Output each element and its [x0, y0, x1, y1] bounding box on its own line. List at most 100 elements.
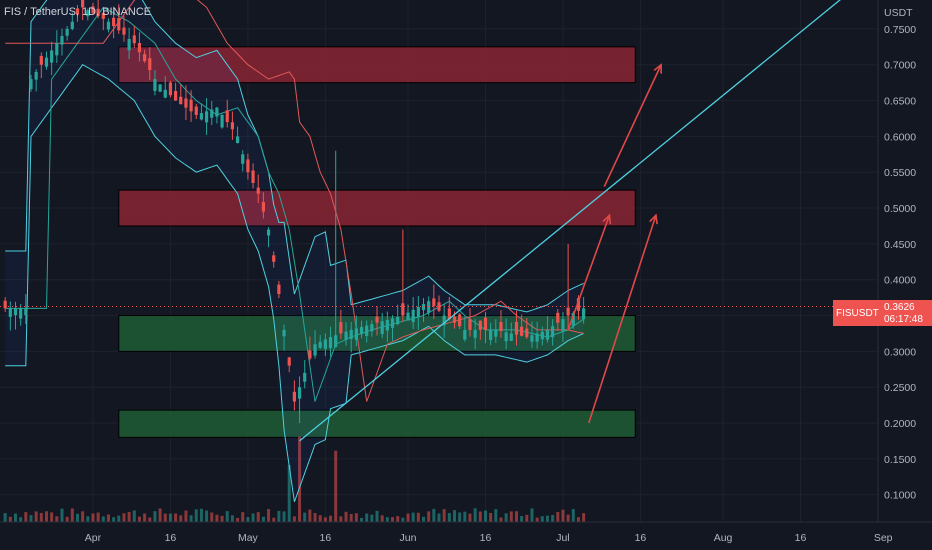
x-tick-label: Jun: [400, 532, 417, 544]
volume-bar: [137, 516, 141, 522]
price-axis-panel: [878, 0, 932, 550]
candle-body: [297, 387, 302, 399]
candle-body: [303, 372, 307, 382]
candle-body: [313, 344, 317, 356]
x-tick-label: Aug: [714, 532, 733, 544]
y-tick-label: 0.5500: [884, 167, 916, 179]
candle-body: [571, 313, 575, 326]
volume-bar: [349, 513, 353, 522]
moving-average-fast: [5, 6, 584, 402]
volume-bar: [375, 510, 379, 522]
volume-bar: [174, 513, 178, 522]
candle-body: [158, 84, 162, 92]
candle-body: [308, 350, 312, 359]
candle-body: [437, 302, 441, 311]
volume-bar: [525, 514, 529, 522]
candle-body: [266, 229, 271, 236]
candle-body: [349, 329, 353, 340]
axis-currency-label: USDT: [884, 7, 913, 19]
volume-bar: [199, 508, 203, 522]
candle-body: [256, 187, 260, 194]
volume-bar: [106, 514, 110, 522]
volume-bar: [272, 517, 276, 522]
candle-body: [163, 89, 167, 98]
volume-bar: [411, 512, 415, 522]
candle-body: [365, 325, 369, 336]
volume-bar: [442, 509, 446, 522]
volume-bar: [478, 511, 482, 522]
candle-body: [251, 170, 255, 183]
candle-body: [86, 10, 90, 17]
volume-bar: [520, 515, 524, 522]
volume-bar: [287, 465, 291, 522]
candle-body: [137, 43, 142, 53]
bollinger-band-fill: [5, 0, 584, 502]
target-arrow: [603, 64, 662, 187]
candle-body: [3, 300, 7, 309]
candle-body: [199, 113, 204, 120]
volume-bar: [230, 515, 234, 522]
candle-body: [235, 136, 240, 144]
x-tick-label: Sep: [874, 532, 893, 544]
candle-body: [127, 38, 131, 51]
volume-bar: [39, 513, 43, 522]
volume-bar: [132, 510, 136, 522]
volume-bar: [168, 513, 172, 522]
volume-bar: [318, 515, 322, 522]
y-tick-label: 0.4000: [884, 275, 916, 287]
candle-body: [241, 154, 245, 164]
volume-bar: [452, 510, 456, 522]
volume-bar: [514, 511, 518, 522]
volume-bar: [468, 513, 472, 522]
y-tick-label: 0.7500: [884, 24, 916, 36]
volume-bar: [447, 513, 451, 522]
candle-body: [39, 55, 43, 65]
last-price-tag: FISUSDT 0.3626 06:17:48: [833, 299, 932, 326]
volume-bar: [194, 509, 198, 522]
candle-body: [416, 306, 420, 317]
candle-body: [287, 357, 291, 366]
volume-bar: [91, 513, 95, 522]
volume-bar: [416, 512, 420, 522]
candle-body: [220, 114, 224, 128]
volume-bar: [308, 509, 312, 522]
candle-body: [473, 329, 477, 338]
candle-body: [106, 21, 111, 30]
volume-bar: [354, 513, 358, 522]
candle-body: [509, 333, 513, 341]
candle-body: [545, 329, 550, 340]
volume-bar: [117, 515, 121, 522]
candle-body: [561, 319, 565, 332]
candle-body: [375, 316, 379, 323]
volume-bar: [3, 513, 7, 522]
volume-bar: [65, 516, 69, 522]
candle-body: [540, 331, 544, 340]
candle-body: [174, 90, 178, 101]
x-tick-label: 16: [635, 532, 647, 544]
resistance-zone: [118, 189, 636, 227]
candle-body: [390, 318, 395, 328]
volume-bar: [86, 516, 90, 522]
target-arrow: [588, 214, 657, 424]
candle-body: [396, 316, 400, 325]
moving-average-slow: [5, 0, 584, 402]
candle-body: [530, 335, 534, 342]
candle-body: [13, 308, 18, 316]
candle-body: [230, 122, 235, 130]
candle-body: [551, 326, 555, 338]
volume-bar: [158, 508, 162, 522]
candle-body: [370, 324, 374, 332]
candle-body: [179, 96, 183, 105]
arrow-head: [602, 213, 612, 225]
volume-bar: [251, 513, 255, 522]
volume-bar: [401, 517, 405, 522]
volume-bar: [323, 517, 327, 522]
volume-bar: [334, 450, 338, 522]
volume-bar: [540, 516, 544, 522]
volume-bar: [576, 517, 580, 522]
arrow-head: [653, 63, 663, 74]
x-tick-label: 16: [480, 532, 492, 544]
candle-body: [354, 328, 358, 340]
volume-bar: [571, 509, 575, 522]
